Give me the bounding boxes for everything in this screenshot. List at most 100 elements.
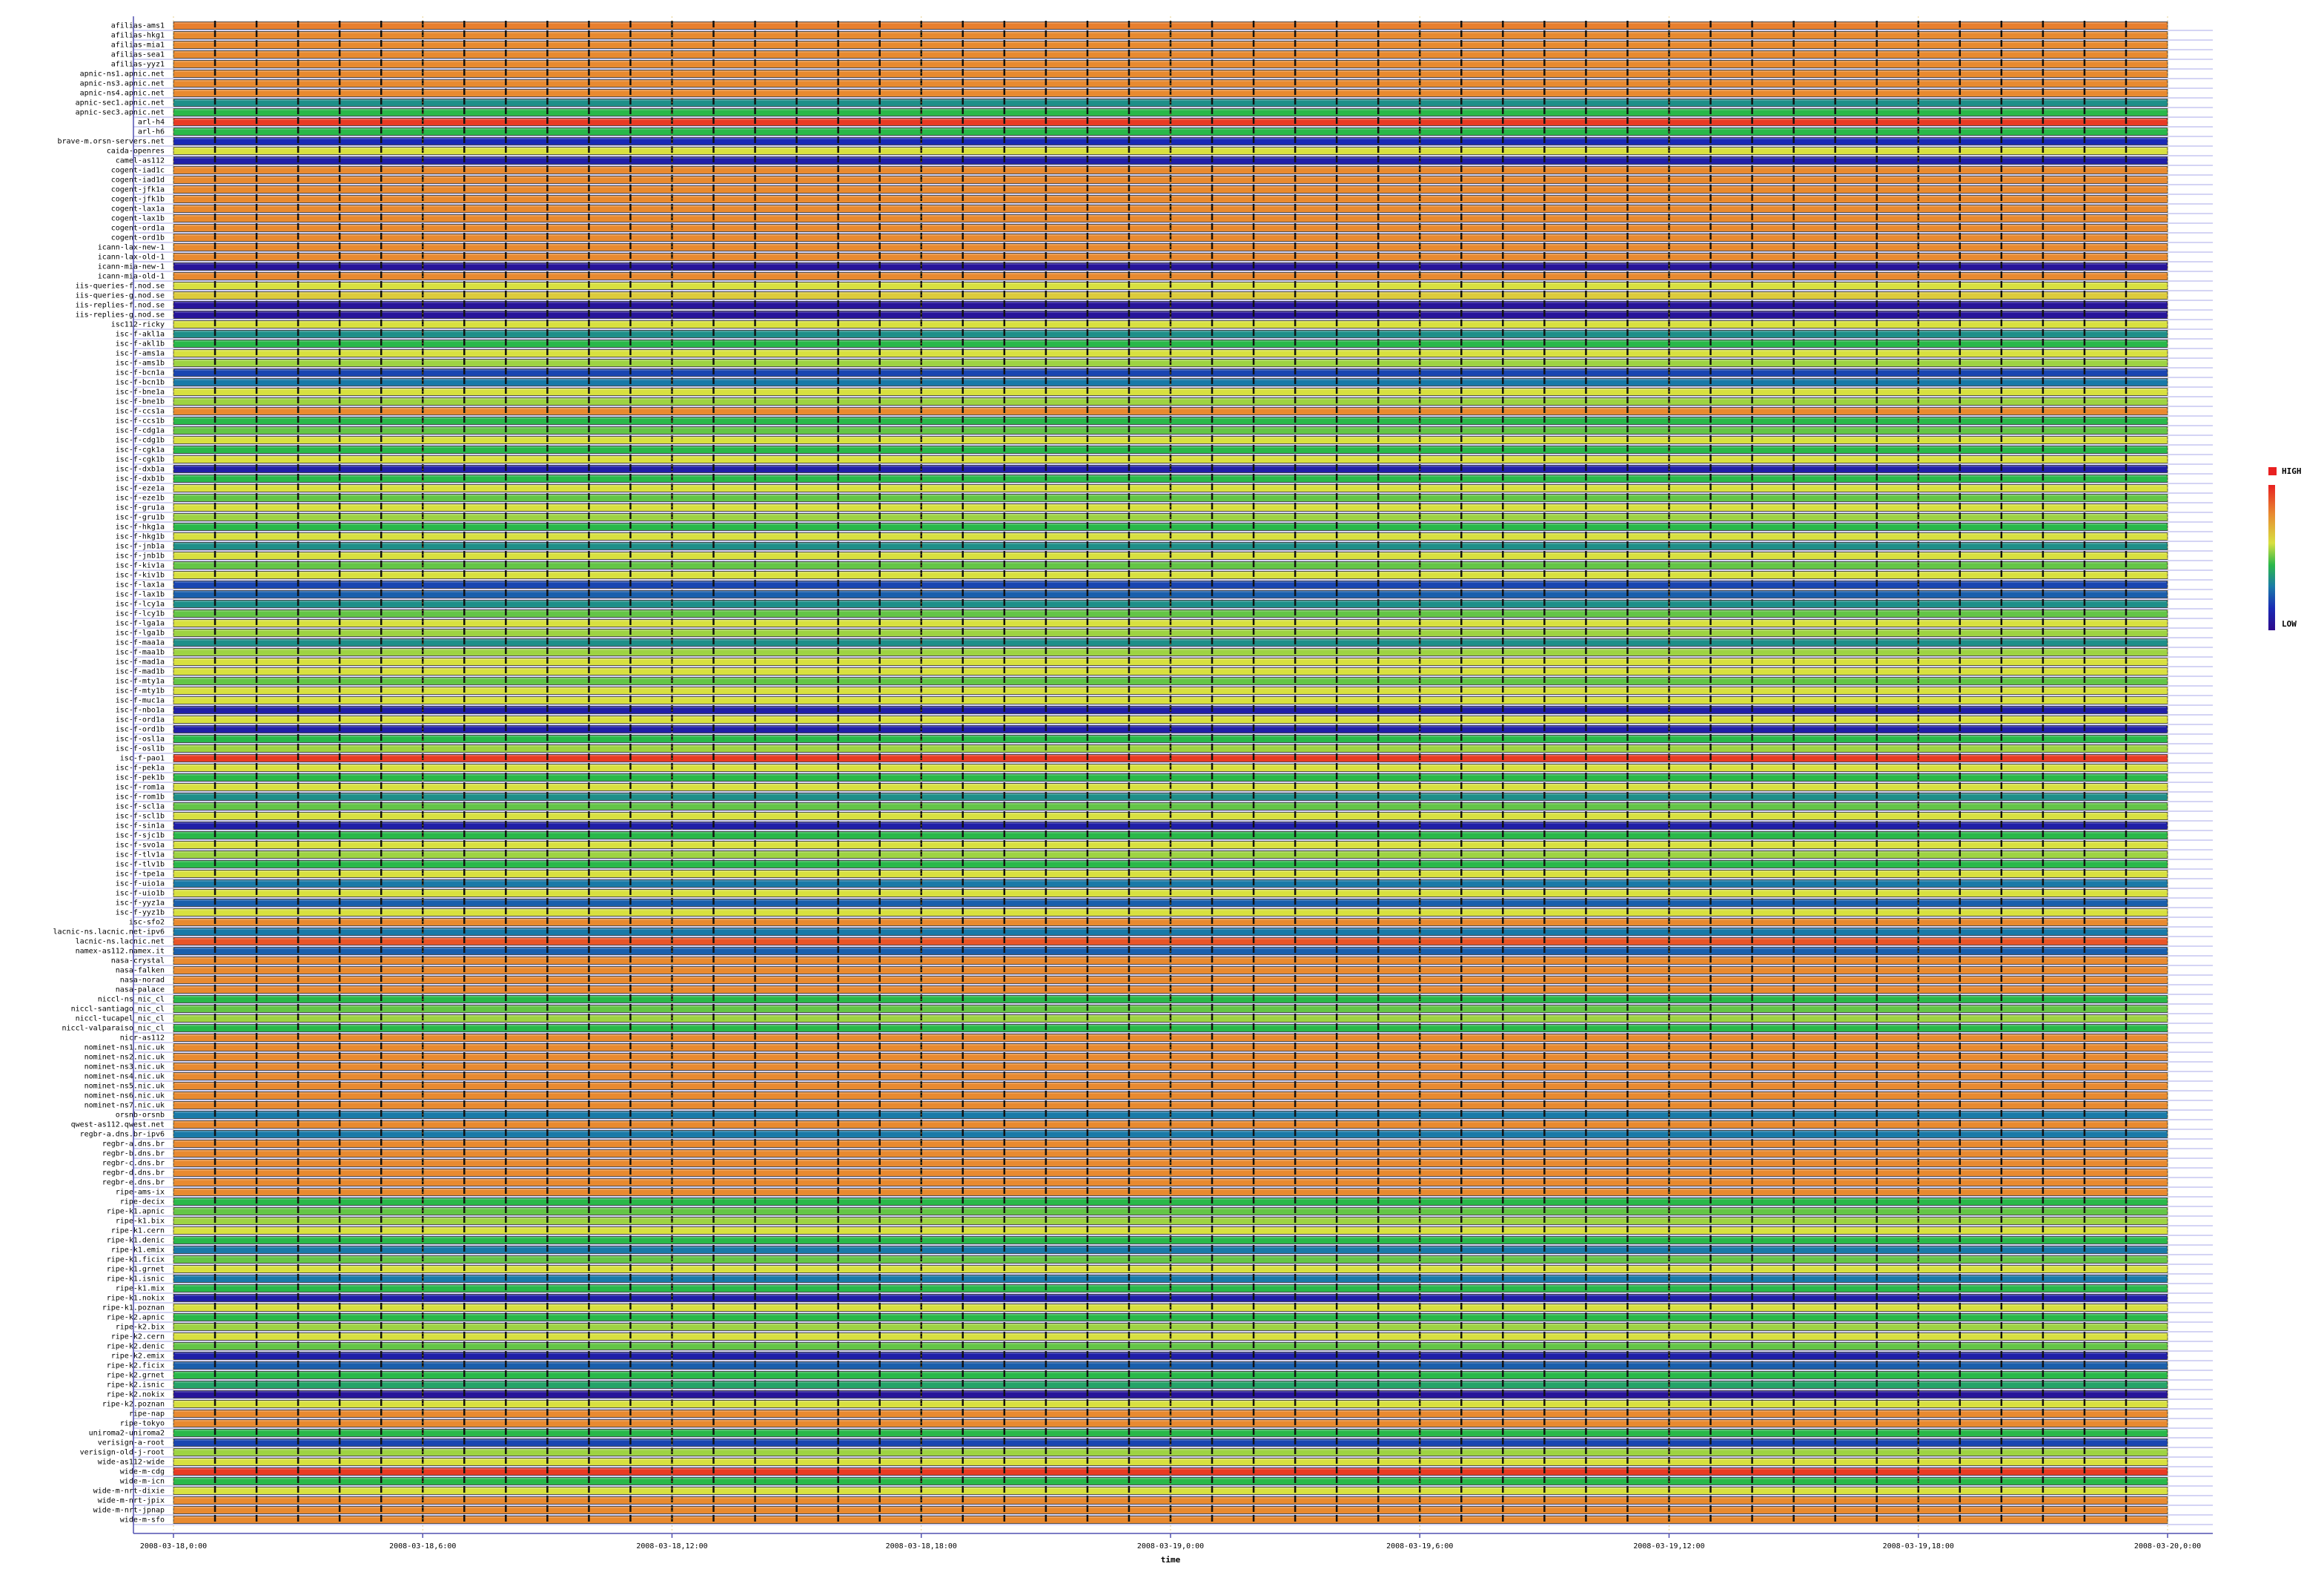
- row-label: cogent-iad1c: [111, 167, 165, 175]
- row-label: wide-m-nrt-jpix: [98, 1497, 165, 1505]
- row-label: icann-lax-new-1: [98, 244, 165, 252]
- row-label: isc-f-bcn1a: [116, 369, 165, 377]
- row-label: ripe-k2.cern: [111, 1333, 165, 1341]
- row-label: niccl-valparaiso_nic_cl: [62, 1025, 165, 1033]
- row-label: iis-queries-f.nod.se: [76, 283, 165, 291]
- row-label: isc-f-ccs1b: [116, 417, 165, 426]
- row-label: isc-f-akl1b: [116, 340, 165, 349]
- row-label: isc-f-uio1b: [116, 890, 165, 898]
- row-label: apnic-ns4.apnic.net: [80, 90, 165, 98]
- row-label: cogent-ord1a: [111, 225, 165, 233]
- row-label: isc-f-yyz1a: [116, 899, 165, 908]
- row-label: isc-f-mty1b: [116, 687, 165, 696]
- row-label: isc-f-scl1a: [116, 803, 165, 811]
- row-label: isc-f-maa1b: [116, 649, 165, 657]
- x-tick-label: 2008-03-19,6:00: [1386, 1542, 1453, 1550]
- row-label: nominet-ns4.nic.uk: [85, 1073, 165, 1081]
- row-label: isc-f-pao1: [120, 755, 165, 763]
- row-label: ripe-k1.nokix: [107, 1295, 165, 1303]
- row-label: apnic-sec3.apnic.net: [76, 109, 165, 117]
- row-label: ripe-k1.denic: [107, 1237, 165, 1245]
- row-label: ripe-ams-ix: [116, 1189, 165, 1197]
- row-label: nominet-ns5.nic.uk: [85, 1083, 165, 1091]
- row-label: isc-f-lcy1b: [116, 610, 165, 618]
- row-label: wide-m-icn: [120, 1478, 165, 1486]
- row-label: isc-f-gru1b: [116, 514, 165, 522]
- row-label: isc-f-ord1a: [116, 716, 165, 724]
- row-label: arl-h4: [138, 119, 165, 127]
- row-label: ripe-k2.grnet: [107, 1372, 165, 1380]
- row-label: isc-f-lga1a: [116, 620, 165, 628]
- row-label: isc-f-rom1b: [116, 793, 165, 802]
- row-label: lacnic-ns.lacnic.net-ipv6: [53, 928, 165, 937]
- row-label: icann-mia-old-1: [98, 273, 165, 281]
- row-label: iis-replies-f.nod.se: [76, 302, 165, 310]
- row-label: niccl-tucapel_nic_cl: [76, 1015, 165, 1023]
- row-label: brave-m.orsn-servers.net: [58, 138, 165, 146]
- x-tick-label: 2008-03-20,0:00: [2134, 1542, 2201, 1550]
- row-label: afilias-hkg1: [111, 32, 165, 40]
- row-label: ripe-k1.bix: [116, 1218, 165, 1226]
- row-label: nasa-norad: [120, 977, 165, 985]
- legend-high: HIGH: [2282, 466, 2302, 476]
- row-label: ripe-k1.mix: [116, 1285, 165, 1293]
- row-label: cogent-jfk1b: [111, 196, 165, 204]
- row-label: ripe-nap: [129, 1410, 165, 1419]
- row-label: cogent-lax1b: [111, 215, 165, 223]
- row-label: isc-f-jnb1b: [116, 552, 165, 561]
- legend-high-swatch: [2268, 467, 2277, 475]
- row-label: isc-f-pek1b: [116, 774, 165, 782]
- row-label: isc-f-osl1a: [116, 736, 165, 744]
- row-label: isc-f-lax1b: [116, 591, 165, 599]
- row-label: nasa-crystal: [111, 957, 165, 965]
- row-label: iis-queries-g.nod.se: [76, 292, 165, 300]
- row-label: cogent-jfk1a: [111, 186, 165, 194]
- row-label: ripe-k1.ficix: [107, 1256, 165, 1264]
- row-label: isc-f-dxb1b: [116, 475, 165, 483]
- row-label: isc-f-ord1b: [116, 726, 165, 734]
- row-label: isc-f-bne1a: [116, 389, 165, 397]
- row-label: ripe-k2.isnic: [107, 1381, 165, 1390]
- row-label: nicr-as112: [120, 1034, 165, 1043]
- row-label: ripe-k2.bix: [116, 1324, 165, 1332]
- row-label: wide-m-sfo: [120, 1516, 165, 1525]
- row-label: niccl-ns_nic_cl: [98, 996, 165, 1004]
- row-label: isc-f-cdg1b: [116, 437, 165, 445]
- row-label: isc-f-scl1b: [116, 813, 165, 821]
- x-tick-label: 2008-03-18,18:00: [886, 1542, 957, 1550]
- row-label: isc-f-cgk1a: [116, 446, 165, 455]
- row-label: nominet-ns6.nic.uk: [85, 1092, 165, 1100]
- row-label: isc-f-cgk1b: [116, 456, 165, 464]
- row-label: isc-f-akl1a: [116, 331, 165, 339]
- row-label: qwest-as112.qwest.net: [71, 1121, 165, 1129]
- row-label: uniroma2-uniroma2: [89, 1430, 165, 1438]
- row-label: afilias-ams1: [111, 22, 165, 30]
- row-label: isc-f-ams1b: [116, 360, 165, 368]
- row-label: isc-f-mad1b: [116, 668, 165, 676]
- row-label: nominet-ns3.nic.uk: [85, 1063, 165, 1071]
- row-label: ripe-k2.emix: [111, 1353, 165, 1361]
- legend-low: LOW: [2282, 619, 2297, 629]
- row-label: ripe-k1.grnet: [107, 1266, 165, 1274]
- row-label: nominet-ns2.nic.uk: [85, 1054, 165, 1062]
- row-label: isc-f-mty1a: [116, 678, 165, 686]
- row-label: isc112-ricky: [111, 321, 165, 329]
- row-label: arl-h6: [138, 128, 165, 136]
- row-label: ripe-tokyo: [120, 1420, 165, 1428]
- row-label: afilias-mia1: [111, 42, 165, 50]
- row-label: isc-f-dxb1a: [116, 466, 165, 474]
- row-label: isc-f-osl1b: [116, 745, 165, 753]
- row-label: isc-f-kiv1a: [116, 562, 165, 570]
- row-label: ripe-k1.emix: [111, 1246, 165, 1255]
- row-label: isc-f-ams1a: [116, 350, 165, 358]
- row-label: isc-f-pek1a: [116, 764, 165, 773]
- row-label: isc-f-cdg1a: [116, 427, 165, 435]
- row-label: lacnic-ns.lacnic.net: [76, 938, 165, 946]
- row-label: nominet-ns1.nic.uk: [85, 1044, 165, 1052]
- row-label: isc-f-sin1a: [116, 822, 165, 830]
- row-label: apnic-sec1.apnic.net: [76, 99, 165, 108]
- row-label: isc-f-nbo1a: [116, 707, 165, 715]
- row-label: isc-f-ccs1a: [116, 408, 165, 416]
- row-label: isc-f-tlv1b: [116, 861, 165, 869]
- row-label: ripe-decix: [120, 1198, 165, 1206]
